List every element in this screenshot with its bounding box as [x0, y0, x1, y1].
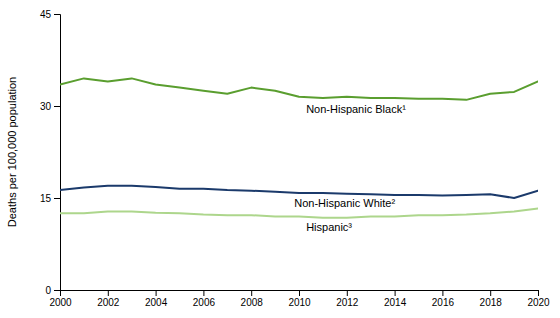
y-tick-mark [54, 14, 60, 15]
x-tick-label: 2012 [336, 297, 359, 308]
x-tick-label: 2018 [480, 297, 503, 308]
x-tick-label: 2008 [241, 297, 264, 308]
series-line [60, 78, 538, 99]
x-tick: 2010 [288, 290, 311, 308]
x-tick: 2018 [480, 290, 503, 308]
x-tick-mark [347, 290, 348, 296]
x-tick-mark [538, 290, 539, 296]
x-tick-mark [490, 290, 491, 296]
x-tick-label: 2002 [97, 297, 120, 308]
x-tick-label: 2016 [432, 297, 455, 308]
x-tick-label: 2010 [288, 297, 311, 308]
x-tick-label: 2020 [527, 297, 550, 308]
x-tick-mark [299, 290, 300, 296]
x-tick: 2014 [384, 290, 407, 308]
x-tick-mark [251, 290, 252, 296]
x-tick: 2000 [49, 290, 72, 308]
x-tick-label: 2014 [384, 297, 407, 308]
x-tick: 2008 [241, 290, 264, 308]
y-tick-mark [54, 198, 60, 199]
x-tick-mark [108, 290, 109, 296]
chart: 2000 2002 2004 2006 2008 2010 2012 2014 2016 2018… [0, 0, 560, 318]
annotation: Non-Hispanic White² [294, 197, 395, 209]
y-tick: 45 [40, 9, 60, 20]
y-tick-label: 15 [40, 193, 52, 204]
x-tick: 2002 [97, 290, 120, 308]
annotation: Hispanic³ [306, 221, 352, 233]
x-tick-mark [395, 290, 396, 296]
x-tick-mark [442, 290, 443, 296]
y-tick-mark [54, 106, 60, 107]
series-line [60, 208, 538, 217]
y-tick: 15 [40, 193, 60, 204]
y-tick-label: 0 [45, 285, 51, 296]
x-tick: 2012 [336, 290, 359, 308]
x-tick: 2020 [527, 290, 550, 308]
x-tick: 2004 [145, 290, 168, 308]
x-axis-line [61, 291, 539, 297]
y-tick-label: 45 [40, 9, 52, 20]
x-tick-label: 2006 [193, 297, 216, 308]
annotation: Non-Hispanic Black¹ [306, 103, 406, 115]
annotations: Non-Hispanic Black¹ Non-Hispanic White² Hi… [294, 103, 406, 233]
y-tick-label: 30 [40, 101, 52, 112]
y-axis: 0 15 30 45 [40, 9, 61, 296]
x-tick: 2016 [432, 290, 455, 308]
plot-area [60, 78, 538, 217]
x-tick-label: 2000 [49, 297, 72, 308]
y-tick-mark [54, 290, 60, 291]
y-tick: 0 [45, 285, 60, 296]
y-tick: 30 [40, 101, 60, 112]
x-tick: 2006 [193, 290, 216, 308]
x-tick-mark [203, 290, 204, 296]
y-axis-title: Deaths per 100,000 population [6, 77, 18, 227]
x-axis: 2000 2002 2004 2006 2008 2010 2012 2014 2016 2018… [49, 290, 550, 308]
x-tick-label: 2004 [145, 297, 168, 308]
y-axis-line [54, 15, 61, 291]
x-tick-mark [156, 290, 157, 296]
